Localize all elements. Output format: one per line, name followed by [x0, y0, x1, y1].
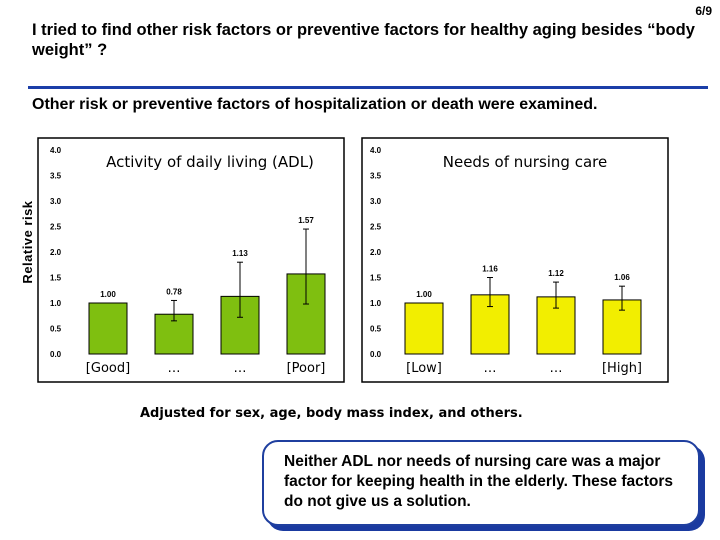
nursing-category-label: [Low]	[406, 361, 442, 376]
nursing-category-label: …	[484, 361, 497, 376]
nursing-chart-title: Needs of nursing care	[443, 153, 607, 171]
adl-value-label: 1.13	[232, 249, 248, 258]
slide-subtitle: Other risk or preventive factors of hosp…	[32, 96, 598, 113]
adl-category-label: …	[234, 361, 247, 376]
adl-ytick-label: 3.0	[50, 197, 62, 206]
adl-category-label: …	[168, 361, 181, 376]
conclusion-text: Neither ADL nor needs of nursing care wa…	[284, 453, 674, 510]
adl-bar	[220, 295, 260, 355]
adl-ytick-label: 2.0	[50, 248, 62, 257]
charts-area: 4.0 3.5 3.0 2.5 2.0 1.5 1.0 0.5 0.0 Activity of d…	[37, 137, 669, 383]
adl-ytick-label: 2.5	[50, 223, 62, 232]
adl-bar	[88, 302, 128, 355]
nursing-ytick-label: 2.5	[370, 223, 382, 232]
adl-ytick-label: 1.5	[50, 274, 62, 283]
slide-title: I tried to find other risk factors or pr…	[32, 21, 695, 59]
nursing-value-label: 1.16	[482, 265, 498, 274]
adl-ytick-label: 0.5	[50, 325, 62, 334]
nursing-value-label: 1.12	[548, 269, 564, 278]
nursing-ytick-label: 1.5	[370, 274, 382, 283]
adl-category-label: [Poor]	[287, 361, 326, 376]
adl-value-label: 1.57	[298, 216, 314, 225]
nursing-value-label: 1.06	[614, 273, 630, 282]
adl-value-label: 1.00	[100, 290, 116, 299]
nursing-bar	[404, 302, 444, 355]
title-divider	[28, 86, 708, 89]
nursing-ytick-label: 0.0	[370, 350, 382, 359]
nursing-ytick-label: 4.0	[370, 146, 382, 155]
adl-chart-title: Activity of daily living (ADL)	[106, 153, 314, 171]
nursing-ytick-label: 3.5	[370, 172, 382, 181]
nursing-ytick-label: 2.0	[370, 248, 382, 257]
conclusion-box: Neither ADL nor needs of nursing care wa…	[262, 440, 700, 526]
nursing-ytick-label: 3.0	[370, 197, 382, 206]
adl-ytick-label: 4.0	[50, 146, 62, 155]
nursing-category-label: …	[550, 361, 563, 376]
adl-ytick-label: 0.0	[50, 350, 62, 359]
adl-ytick-label: 3.5	[50, 172, 62, 181]
nursing-ytick-label: 1.0	[370, 299, 382, 308]
footnote: Adjusted for sex, age, body mass index, …	[140, 406, 523, 421]
nursing-ytick-label: 0.5	[370, 325, 382, 334]
adl-ytick-label: 1.0	[50, 299, 62, 308]
nursing-value-label: 1.00	[416, 290, 432, 299]
adl-value-label: 0.78	[166, 287, 182, 296]
page-number: 6/9	[695, 4, 712, 18]
adl-category-label: [Good]	[86, 361, 130, 376]
nursing-category-label: [High]	[602, 361, 642, 376]
